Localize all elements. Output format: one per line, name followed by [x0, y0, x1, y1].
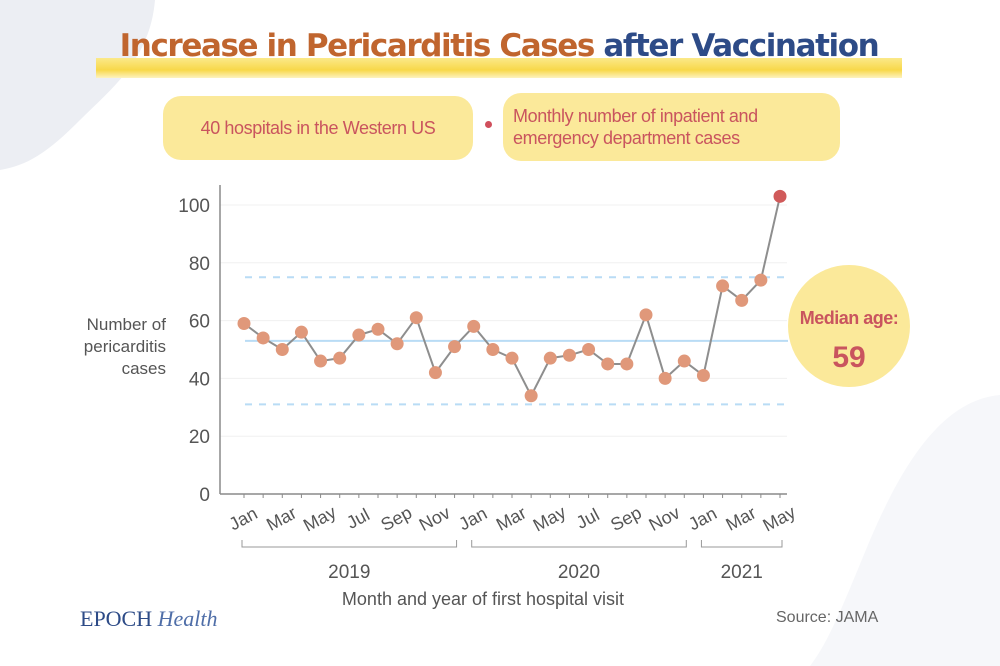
x-tick-label: Mar — [723, 503, 760, 535]
data-point — [639, 308, 653, 322]
y-axis-title-line2: pericarditis — [83, 337, 166, 356]
info-pill-description: Monthly number of inpatient and emergenc… — [503, 93, 840, 161]
brand-subname: Health — [157, 606, 218, 631]
info-pill-description-line1: Monthly number of inpatient and — [513, 106, 758, 126]
data-point — [696, 369, 710, 383]
data-point — [543, 351, 557, 365]
x-tick-label: May — [759, 502, 798, 536]
data-point — [237, 316, 251, 330]
y-tick-label: 60 — [189, 312, 210, 333]
data-point — [658, 371, 672, 385]
data-point — [620, 357, 634, 371]
x-tick-label: Nov — [416, 502, 454, 535]
x-tick-label: Nov — [645, 502, 683, 535]
data-point — [505, 351, 519, 365]
info-pill-hospitals-text: 40 hospitals in the Western US — [200, 118, 436, 138]
data-point — [371, 322, 385, 336]
data-point — [677, 354, 691, 368]
y-axis-title: Number of pericarditis cases — [54, 314, 166, 380]
y-axis-title-line1: Number of — [86, 315, 166, 334]
data-point — [582, 343, 596, 356]
brand-name: EPOCH — [80, 606, 153, 631]
year-bracket — [241, 540, 458, 548]
data-point — [601, 357, 615, 371]
data-point — [333, 351, 347, 365]
x-tick-label: Jan — [685, 503, 720, 534]
year-label: 2020 — [558, 562, 600, 583]
data-point — [562, 348, 576, 362]
year-bracket — [700, 540, 783, 548]
x-tick-label: Sep — [607, 502, 645, 535]
title-block: Increase in Pericarditis Cases after Vac… — [96, 22, 902, 80]
y-tick-label: 80 — [189, 254, 210, 275]
data-point — [428, 366, 442, 380]
data-point — [448, 340, 462, 354]
data-point — [409, 311, 423, 325]
data-point — [754, 273, 768, 287]
year-label: 2021 — [721, 562, 763, 583]
data-point — [390, 337, 404, 351]
data-point — [352, 328, 366, 342]
title-part-2: after Vaccination — [603, 28, 879, 64]
data-point — [294, 325, 308, 339]
info-pill-hospitals: 40 hospitals in the Western US — [163, 96, 473, 160]
brand-logo: EPOCH Health — [80, 606, 218, 632]
info-pill-description-line2: emergency department cases — [513, 128, 740, 148]
data-point — [486, 343, 500, 356]
x-tick-label: Jan — [226, 503, 261, 534]
data-point — [275, 343, 289, 356]
x-tick-label: May — [530, 502, 569, 536]
x-tick-label: Jul — [343, 504, 373, 532]
data-point — [256, 331, 270, 345]
x-axis-title: Month and year of first hospital visit — [342, 589, 624, 609]
title-highlight — [96, 58, 902, 78]
x-tick-label: Jan — [455, 503, 490, 534]
median-age-label: Median age: — [799, 308, 899, 328]
data-point — [716, 279, 730, 293]
y-tick-label: 20 — [189, 427, 210, 448]
y-axis-title-line3: cases — [121, 359, 166, 378]
data-point — [314, 354, 328, 368]
x-tick-label: Mar — [263, 503, 300, 535]
data-point — [467, 319, 481, 333]
data-point — [524, 389, 538, 403]
x-tick-label: Mar — [493, 503, 530, 535]
data-point — [735, 293, 749, 307]
y-tick-label: 40 — [189, 369, 210, 390]
year-bracket — [471, 540, 687, 548]
x-tick-label: May — [300, 502, 339, 536]
y-tick-label: 100 — [178, 196, 210, 217]
x-tick-label: Sep — [377, 502, 415, 535]
median-age-badge: Median age: 59 — [788, 265, 910, 387]
chart-title: Increase in Pericarditis Cases after Vac… — [96, 28, 902, 64]
median-age-value: 59 — [832, 341, 866, 374]
separator-dot — [485, 121, 492, 128]
source-note: Source: JAMA — [776, 609, 879, 626]
data-point — [773, 189, 787, 203]
x-tick-label: Jul — [573, 504, 603, 532]
year-label: 2019 — [328, 562, 370, 583]
title-part-1: Increase in Pericarditis Cases — [119, 28, 596, 64]
y-tick-label: 0 — [199, 485, 210, 506]
